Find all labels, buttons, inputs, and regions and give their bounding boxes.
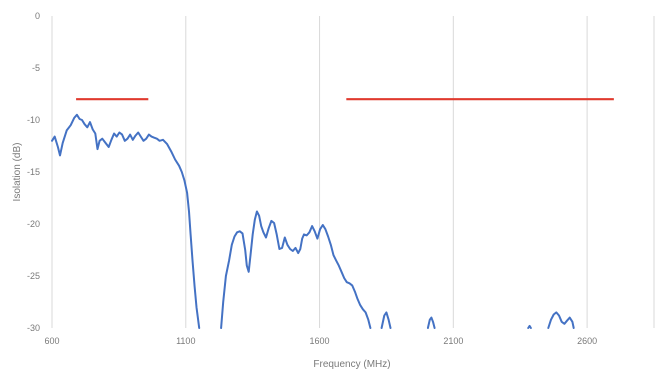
y-axis-title: Isolation (dB) [12, 143, 23, 202]
tick-labels: 600 1100 1600 2100 2600 0 -5 -10 -15 -20 -25 -30 [27, 11, 597, 346]
x-tick-label-2100: 2100 [443, 336, 463, 346]
x-tick-label-1600: 1600 [310, 336, 330, 346]
series-line-segment-5 [527, 324, 532, 329]
x-tick-label-600: 600 [44, 336, 59, 346]
plot-area [51, 98, 614, 329]
series-line-segment-2 [220, 210, 372, 329]
y-tick-label--10: -10 [27, 115, 40, 125]
series-line-segment-4 [426, 316, 436, 329]
x-tick-label-2600: 2600 [577, 336, 597, 346]
x-axis-title: Frequency (MHz) [313, 359, 390, 370]
series-line-segment-6 [547, 311, 575, 329]
y-tick-label-0: 0 [35, 11, 40, 21]
series-line-segment-1 [51, 113, 201, 329]
y-tick-label--5: -5 [32, 63, 40, 73]
series-line-segment-3 [380, 311, 392, 329]
x-tick-label-1100: 1100 [176, 336, 195, 346]
y-tick-label--30: -30 [27, 323, 40, 333]
gridlines [51, 16, 655, 328]
y-tick-label--20: -20 [27, 219, 40, 229]
y-tick-label--15: -15 [27, 167, 40, 177]
y-tick-label--25: -25 [27, 271, 40, 281]
